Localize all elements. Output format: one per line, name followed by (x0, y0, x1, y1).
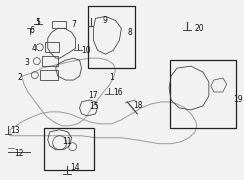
Text: 13: 13 (10, 126, 20, 135)
Bar (88, 6, 135, 68)
Bar (170, 60, 236, 128)
Text: 3: 3 (25, 58, 30, 67)
Text: 18: 18 (133, 101, 143, 110)
Bar (44, 128, 94, 170)
Text: 16: 16 (113, 89, 123, 98)
Text: 1: 1 (109, 73, 114, 82)
Bar (45, 42, 59, 52)
Text: 5: 5 (36, 18, 41, 27)
Text: 2: 2 (18, 73, 23, 82)
Text: 20: 20 (195, 24, 204, 33)
Text: 4: 4 (32, 44, 37, 53)
Bar (42, 56, 58, 66)
Text: 15: 15 (90, 102, 99, 111)
Text: 19: 19 (233, 95, 242, 104)
Bar (52, 21, 66, 28)
Text: 14: 14 (71, 163, 80, 172)
Text: 11: 11 (63, 137, 72, 146)
Text: 8: 8 (127, 28, 132, 37)
Text: 9: 9 (102, 16, 107, 25)
Text: 10: 10 (81, 46, 91, 55)
Text: 12: 12 (14, 149, 23, 158)
Text: 7: 7 (71, 20, 76, 29)
Text: 17: 17 (89, 91, 98, 100)
Bar (40, 70, 58, 80)
Text: 6: 6 (30, 26, 35, 35)
